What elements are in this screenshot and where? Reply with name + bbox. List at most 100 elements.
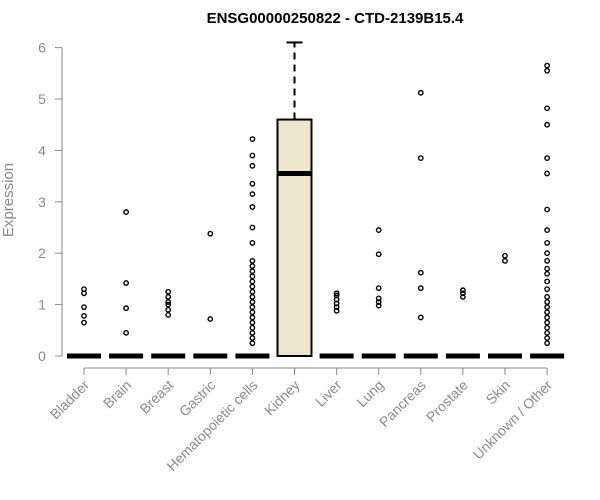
outlier-point — [375, 302, 382, 309]
outlier-point — [249, 152, 256, 159]
outlier-point — [249, 263, 256, 269]
box-group — [193, 230, 228, 359]
outlier-point — [544, 240, 550, 246]
outlier-point — [249, 288, 256, 295]
outlier-point — [544, 335, 550, 341]
outlier-point — [544, 105, 550, 112]
outlier-point — [249, 240, 256, 246]
y-tick-label: 5 — [38, 91, 46, 107]
outlier-point — [459, 287, 466, 294]
x-tick-label: Skin — [483, 377, 514, 408]
outlier-point — [123, 305, 130, 312]
chart-title: ENSG00000250822 - CTD-2139B15.4 — [207, 10, 464, 27]
outlier-point — [417, 269, 424, 276]
outlier-point — [81, 319, 87, 326]
outlier-point — [165, 288, 172, 295]
box-group — [235, 136, 270, 359]
outlier-point — [544, 309, 550, 316]
outlier-point — [249, 278, 256, 285]
outlier-point — [249, 191, 256, 197]
box-group — [361, 227, 396, 359]
outlier-point — [123, 329, 130, 336]
outlier-point — [544, 62, 550, 69]
x-tick-label: Unknown / Other — [470, 377, 556, 463]
box-group — [445, 287, 480, 359]
box-group — [488, 252, 522, 359]
outlier-point — [544, 227, 550, 233]
outlier-point — [123, 280, 130, 286]
outlier-point — [375, 227, 382, 233]
outlier-point — [249, 335, 256, 341]
box-group — [151, 288, 186, 359]
outlier-point — [333, 307, 340, 314]
outlier-point — [249, 204, 256, 210]
box-group — [319, 290, 354, 359]
x-tick-label: Lung — [353, 377, 386, 410]
box-iqr — [276, 118, 313, 357]
outlier-point — [333, 292, 340, 299]
outlier-point — [544, 170, 550, 177]
y-tick-label: 3 — [38, 194, 46, 210]
outlier-point — [81, 286, 87, 293]
y-tick-label: 0 — [38, 348, 46, 364]
outlier-point — [165, 299, 172, 305]
outlier-point — [544, 340, 550, 347]
outlier-point — [375, 295, 382, 302]
outlier-point — [249, 319, 256, 326]
outlier-point — [249, 268, 256, 275]
outlier-point — [249, 314, 256, 321]
box-group — [530, 62, 565, 359]
outlier-point — [544, 319, 550, 326]
outlier-point — [417, 89, 424, 96]
outlier-point — [123, 209, 130, 215]
x-tick-label: Prostate — [423, 377, 471, 425]
y-tick-label: 1 — [38, 297, 46, 313]
x-tick-label: Kidney — [261, 377, 303, 419]
outlier-point — [249, 309, 256, 316]
x-tick-label: Bladder — [47, 377, 93, 423]
outlier-point — [544, 324, 550, 331]
outlier-point — [165, 311, 172, 318]
outlier-point — [417, 285, 424, 292]
outlier-point — [544, 67, 550, 74]
outlier-point — [375, 251, 382, 258]
outlier-point — [249, 340, 256, 347]
outlier-point — [544, 206, 550, 213]
outlier-point — [544, 250, 550, 257]
outlier-point — [544, 299, 550, 305]
outlier-point — [249, 293, 256, 300]
y-axis-label: Expression — [0, 163, 17, 237]
y-tick-label: 4 — [38, 142, 46, 158]
outlier-point — [249, 273, 256, 280]
box-group — [276, 41, 313, 357]
outlier-point — [249, 180, 256, 187]
outlier-point — [417, 314, 424, 321]
outlier-point — [249, 162, 256, 169]
outlier-point — [544, 314, 550, 321]
outlier-point — [375, 299, 382, 305]
outlier-point — [249, 258, 256, 264]
outlier-point — [544, 121, 550, 128]
outlier-point — [249, 324, 256, 331]
outlier-point — [207, 316, 214, 322]
x-tick-label: Brain — [100, 377, 134, 411]
outlier-point — [544, 278, 550, 285]
outlier-point — [249, 329, 256, 336]
outlier-point — [544, 155, 550, 162]
outlier-point — [375, 285, 382, 292]
outlier-point — [544, 286, 550, 293]
outlier-point — [544, 304, 550, 311]
y-axis: 0 1 2 3 4 5 6 — [38, 40, 63, 364]
outlier-point — [544, 329, 550, 336]
box-group — [403, 89, 438, 359]
outlier-point — [249, 304, 256, 311]
outlier-point — [544, 258, 550, 264]
outlier-point — [249, 136, 256, 142]
x-tick-label: Liver — [312, 377, 345, 410]
outlier-point — [502, 252, 508, 259]
outlier-point — [165, 306, 172, 313]
outlier-point — [459, 290, 466, 297]
outlier-point — [544, 265, 550, 272]
